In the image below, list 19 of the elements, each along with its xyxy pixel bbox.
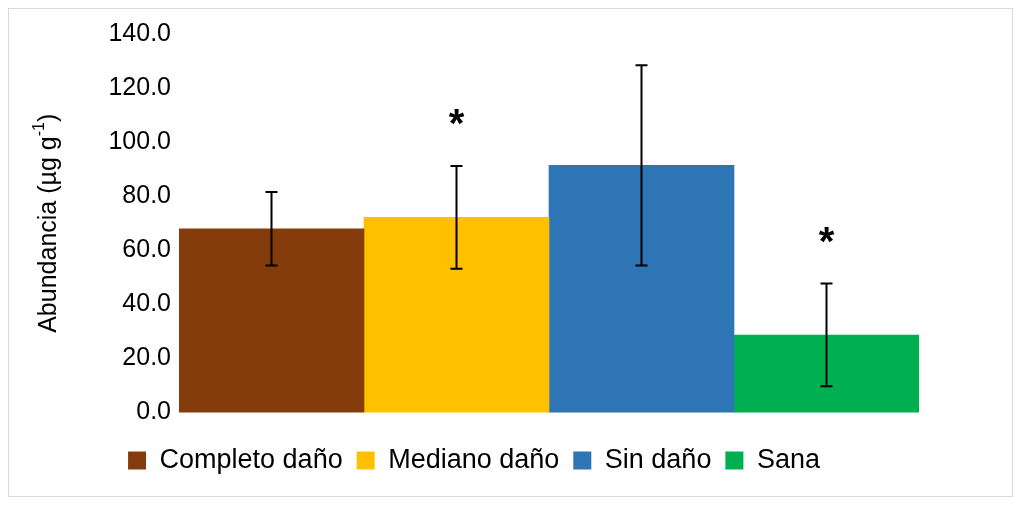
- legend-label: Completo daño: [159, 443, 343, 474]
- bar: [548, 165, 735, 413]
- data-label: *: [818, 218, 835, 263]
- y-axis-title: Abundancia (µg g-1): [30, 113, 61, 333]
- bar: [179, 228, 365, 413]
- y-tick-label: 100.0: [108, 126, 171, 155]
- y-tick-label: 0.0: [136, 396, 171, 425]
- legend-label: Mediano daño: [388, 443, 560, 474]
- bar: [363, 217, 550, 413]
- y-tick-label: 20.0: [122, 342, 171, 371]
- y-tick-label: 60.0: [122, 234, 171, 263]
- legend-label: Sin daño: [604, 443, 712, 474]
- y-tick-label: 40.0: [122, 288, 171, 317]
- y-tick-label: 120.0: [108, 71, 171, 100]
- data-label: *: [448, 101, 465, 145]
- legend-label: Sana: [756, 443, 821, 474]
- y-tick-label: 140.0: [108, 17, 171, 46]
- y-tick-label: 80.0: [122, 180, 171, 209]
- bar: [733, 334, 919, 413]
